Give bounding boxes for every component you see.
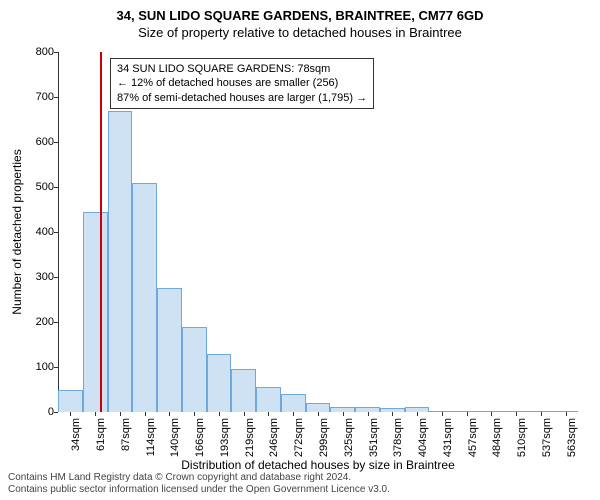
x-tick-mark	[268, 412, 269, 416]
y-axis-line	[58, 52, 59, 412]
y-tick-mark	[54, 142, 58, 143]
x-tick-mark	[566, 412, 567, 416]
x-tick: 272sqm	[293, 418, 305, 457]
x-tick-mark	[467, 412, 468, 416]
y-tick-mark	[54, 367, 58, 368]
footer: Contains HM Land Registry data © Crown c…	[8, 472, 592, 496]
x-tick: 510sqm	[516, 418, 528, 457]
x-tick-mark	[194, 412, 195, 416]
x-tick-mark	[442, 412, 443, 416]
x-tick-mark	[219, 412, 220, 416]
y-tick: 400	[36, 226, 54, 238]
annotation-line-3: 87% of semi-detached houses are larger (…	[117, 91, 367, 105]
histogram-bar	[281, 394, 306, 412]
x-tick-mark	[491, 412, 492, 416]
x-tick-mark	[145, 412, 146, 416]
annotation-line-1: 34 SUN LIDO SQUARE GARDENS: 78sqm	[117, 62, 367, 76]
x-tick: 563sqm	[566, 418, 578, 457]
x-tick-mark	[169, 412, 170, 416]
y-tick: 200	[36, 316, 54, 328]
x-tick: 404sqm	[417, 418, 429, 457]
x-tick-mark	[318, 412, 319, 416]
histogram-bar	[207, 354, 232, 413]
x-tick: 378sqm	[392, 418, 404, 457]
x-tick: 484sqm	[491, 418, 503, 457]
footer-line-1: Contains HM Land Registry data © Crown c…	[8, 472, 592, 484]
y-tick-mark	[54, 52, 58, 53]
histogram-bar	[108, 111, 133, 413]
y-tick: 500	[36, 181, 54, 193]
x-tick: 246sqm	[268, 418, 280, 457]
x-axis-label: Distribution of detached houses by size …	[58, 458, 578, 472]
annotation-line-2: ← 12% of detached houses are smaller (25…	[117, 76, 367, 90]
reference-line	[100, 52, 102, 412]
x-tick: 219sqm	[244, 418, 256, 457]
chart-area: 010020030040050060070080034sqm61sqm87sqm…	[58, 52, 578, 412]
y-tick: 300	[36, 271, 54, 283]
chart-title-sub: Size of property relative to detached ho…	[0, 23, 600, 40]
x-tick-mark	[95, 412, 96, 416]
x-tick: 193sqm	[219, 418, 231, 457]
x-tick-mark	[70, 412, 71, 416]
histogram-bar	[132, 183, 157, 413]
histogram-bar	[182, 327, 207, 413]
x-tick: 61sqm	[95, 418, 107, 451]
histogram-bar	[83, 212, 108, 412]
x-tick: 457sqm	[467, 418, 479, 457]
x-tick-mark	[293, 412, 294, 416]
y-tick-mark	[54, 412, 58, 413]
y-tick-mark	[54, 232, 58, 233]
x-tick: 431sqm	[442, 418, 454, 457]
x-tick-mark	[417, 412, 418, 416]
chart-title-main: 34, SUN LIDO SQUARE GARDENS, BRAINTREE, …	[0, 0, 600, 23]
x-tick-mark	[368, 412, 369, 416]
y-tick: 100	[36, 361, 54, 373]
x-tick: 325sqm	[343, 418, 355, 457]
y-tick: 600	[36, 136, 54, 148]
footer-line-2: Contains public sector information licen…	[8, 484, 592, 496]
x-tick: 537sqm	[541, 418, 553, 457]
histogram-bar	[256, 387, 281, 412]
x-tick: 299sqm	[318, 418, 330, 457]
x-tick: 166sqm	[194, 418, 206, 457]
histogram-bar	[58, 390, 83, 413]
x-tick-mark	[392, 412, 393, 416]
annotation-box: 34 SUN LIDO SQUARE GARDENS: 78sqm ← 12% …	[110, 58, 374, 109]
x-tick: 34sqm	[70, 418, 82, 451]
x-tick: 114sqm	[145, 418, 157, 456]
histogram-bar	[157, 288, 182, 412]
x-tick-mark	[516, 412, 517, 416]
x-tick: 87sqm	[120, 418, 132, 451]
x-tick-mark	[541, 412, 542, 416]
y-tick-mark	[54, 322, 58, 323]
x-tick-mark	[120, 412, 121, 416]
histogram-bar	[306, 403, 331, 412]
y-tick-mark	[54, 187, 58, 188]
x-tick: 351sqm	[368, 418, 380, 457]
x-tick: 140sqm	[169, 418, 181, 457]
histogram-bar	[231, 369, 256, 412]
y-tick: 800	[36, 46, 54, 58]
y-tick-mark	[54, 277, 58, 278]
y-tick: 700	[36, 91, 54, 103]
x-tick-mark	[343, 412, 344, 416]
x-tick-mark	[244, 412, 245, 416]
y-tick-mark	[54, 97, 58, 98]
